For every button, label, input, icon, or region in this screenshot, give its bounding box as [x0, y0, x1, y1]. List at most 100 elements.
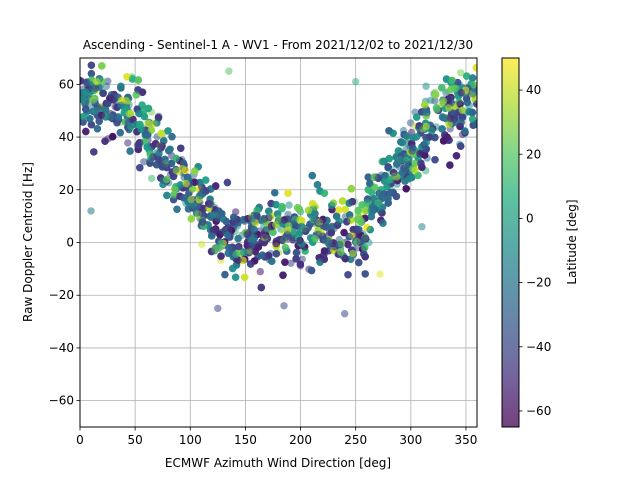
scatter-point [166, 145, 174, 153]
scatter-point [117, 84, 125, 92]
scatter-point [224, 231, 232, 239]
scatter-point [431, 91, 440, 99]
scatter-point [148, 174, 156, 183]
scatter-point [271, 189, 279, 197]
scatter-point [198, 218, 207, 226]
scatter-point [248, 215, 257, 223]
scatter-point [80, 95, 85, 103]
scatter-point [280, 302, 288, 310]
scatter-point [458, 113, 467, 121]
scatter-point [258, 251, 267, 259]
scatter-point [345, 232, 353, 241]
scatter-point [422, 122, 430, 131]
scatter-point [168, 133, 176, 141]
scatter-point [390, 169, 398, 177]
scatter-point [80, 118, 87, 126]
scatter-point [408, 144, 417, 152]
scatter-point [337, 248, 345, 256]
scatter-point [281, 244, 290, 252]
scatter-point [420, 108, 428, 116]
scatter-point [362, 234, 370, 243]
scatter-point [454, 78, 462, 87]
scatter-point [202, 176, 210, 184]
scatter-point [116, 128, 125, 137]
scatter-point [338, 197, 347, 205]
scatter-point [109, 132, 117, 141]
scatter-point [176, 181, 185, 189]
scatter-point [154, 114, 163, 122]
scatter-point [335, 206, 343, 214]
scatter-point [352, 78, 360, 86]
scatter-point [177, 144, 185, 152]
scatter-point [341, 310, 349, 318]
scatter-point [211, 226, 219, 234]
scatter-point [163, 163, 171, 172]
scatter-point [101, 137, 109, 145]
y-tick-label: −20 [49, 288, 74, 302]
scatter-point [222, 217, 230, 226]
scatter-point [320, 189, 329, 197]
scatter-point [86, 115, 94, 123]
scatter-point [468, 74, 477, 82]
scatter-point [187, 195, 195, 204]
colorbar-tick-label: 0 [526, 211, 534, 225]
scatter-point [417, 159, 425, 167]
scatter-point [158, 142, 166, 150]
scatter-point [349, 249, 357, 258]
scatter-point [240, 248, 248, 257]
scatter-point [307, 266, 316, 275]
scatter-point [279, 271, 287, 279]
scatter-point [433, 106, 441, 114]
scatter-point [272, 200, 280, 209]
scatter-point [91, 94, 99, 103]
scatter-point [87, 207, 95, 215]
scatter-point [217, 239, 225, 247]
scatter-point [385, 127, 393, 135]
scatter-point [135, 139, 144, 147]
scatter-point [144, 131, 152, 139]
scatter-point [221, 270, 229, 279]
scatter-point [452, 84, 460, 93]
scatter-point [332, 212, 341, 220]
scatter-point [134, 76, 142, 84]
x-tick-label: 150 [234, 433, 257, 447]
scatter-point [285, 201, 293, 209]
scatter-point [341, 254, 349, 263]
scatter-point [243, 230, 252, 238]
scatter-point [296, 260, 305, 269]
scatter-point [138, 101, 146, 109]
scatter-point [125, 110, 133, 118]
scatter-point [250, 226, 258, 234]
scatter-point [446, 114, 455, 123]
scatter-point [162, 175, 171, 184]
scatter-point [469, 90, 477, 98]
scatter-point [292, 255, 300, 263]
scatter-point [257, 283, 265, 292]
colorbar-tick-label: −20 [526, 276, 551, 290]
scatter-point [355, 258, 363, 267]
scatter-point [214, 304, 222, 313]
scatter-point [95, 117, 103, 125]
scatter-point [444, 104, 453, 112]
scatter-point [225, 244, 233, 252]
scatter-point [376, 270, 384, 278]
scatter-point [202, 187, 210, 195]
scatter-point [333, 221, 342, 229]
scatter-point [87, 61, 96, 69]
colorbar-frame [501, 57, 520, 428]
scatter-point [361, 270, 369, 278]
scatter-point [117, 101, 125, 110]
scatter-point [161, 155, 169, 164]
scatter-point [428, 126, 436, 135]
scatter-point [442, 89, 450, 97]
scatter-point [198, 240, 206, 248]
scatter-point [235, 243, 243, 251]
scatter-point [132, 120, 140, 129]
scatter-point [126, 147, 134, 155]
scatter-point [431, 156, 439, 164]
scatter-point [144, 119, 152, 127]
scatter-point [250, 234, 259, 242]
scatter-point [296, 216, 304, 224]
scatter-point [292, 248, 301, 257]
